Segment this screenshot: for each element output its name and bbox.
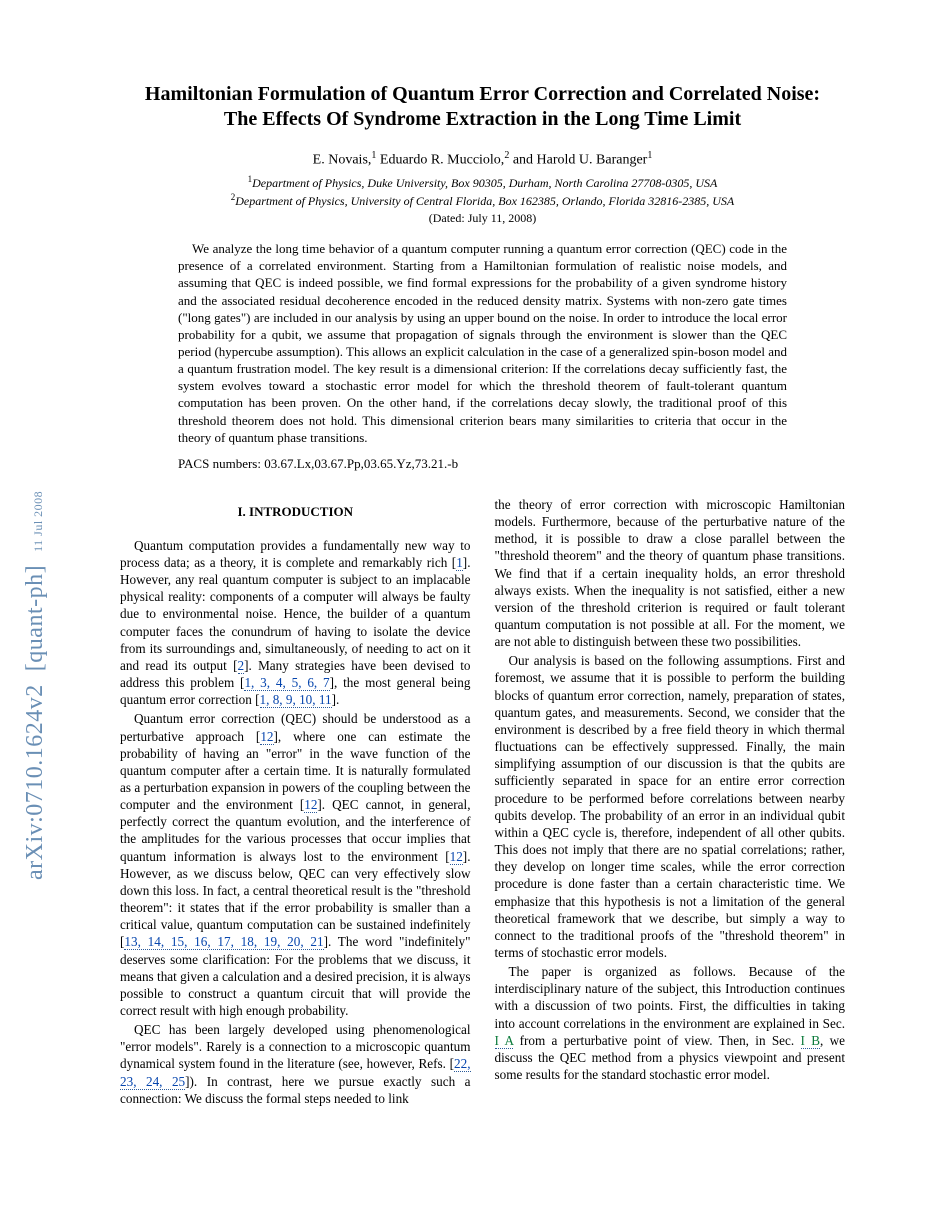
author-1: E. Novais, bbox=[313, 153, 372, 168]
paper-page: Hamiltonian Formulation of Quantum Error… bbox=[0, 0, 945, 1149]
title-line-1: Hamiltonian Formulation of Quantum Error… bbox=[145, 83, 820, 105]
author-2-affil: 2 bbox=[504, 150, 509, 161]
title-line-2: The Effects Of Syndrome Extraction in th… bbox=[224, 108, 741, 130]
paper-title: Hamiltonian Formulation of Quantum Error… bbox=[120, 82, 845, 132]
arxiv-id: arXiv:0710.1624v2 bbox=[22, 684, 48, 880]
arxiv-stamp: arXiv:0710.1624v2 [quant-ph] 11 Jul 2008 bbox=[22, 491, 49, 880]
body-columns: I. INTRODUCTION Quantum computation prov… bbox=[120, 496, 845, 1109]
affiliations: 1Department of Physics, Duke University,… bbox=[120, 173, 845, 209]
paper-date: (Dated: July 11, 2008) bbox=[120, 211, 845, 226]
cite-1[interactable]: 1 bbox=[456, 555, 463, 571]
cite-group-8[interactable]: 13, 14, 15, 16, 17, 18, 19, 20, 21 bbox=[124, 934, 323, 950]
author-1-affil: 1 bbox=[371, 150, 376, 161]
right-para-2: Our analysis is based on the following a… bbox=[495, 652, 846, 961]
author-2: Eduardo R. Mucciolo, bbox=[380, 153, 504, 168]
pacs-numbers: PACS numbers: 03.67.Lx,03.67.Pp,03.65.Yz… bbox=[178, 456, 787, 472]
cite-6[interactable]: 12 bbox=[304, 797, 317, 813]
arxiv-date: 11 Jul 2008 bbox=[31, 491, 45, 552]
cite-group-3[interactable]: 1, 3, 4, 5, 6, 7 bbox=[244, 675, 329, 691]
section-1-heading: I. INTRODUCTION bbox=[120, 504, 471, 521]
right-para-1: the theory of error correction with micr… bbox=[495, 496, 846, 650]
secref-1b[interactable]: I B bbox=[801, 1033, 821, 1049]
abstract: We analyze the long time behavior of a q… bbox=[178, 240, 787, 446]
left-para-2: Quantum error correction (QEC) should be… bbox=[120, 710, 471, 1019]
affil-2: Department of Physics, University of Cen… bbox=[235, 194, 734, 208]
affil-1: Department of Physics, Duke University, … bbox=[252, 176, 717, 190]
right-para-3: The paper is organized as follows. Becau… bbox=[495, 963, 846, 1083]
left-para-3: QEC has been largely developed using phe… bbox=[120, 1021, 471, 1107]
author-list: E. Novais,1 Eduardo R. Mucciolo,2 and Ha… bbox=[120, 150, 845, 169]
author-3: and Harold U. Baranger bbox=[513, 153, 648, 168]
secref-1a[interactable]: I A bbox=[495, 1033, 514, 1049]
author-3-affil: 1 bbox=[647, 150, 652, 161]
left-column: I. INTRODUCTION Quantum computation prov… bbox=[120, 496, 471, 1109]
cite-5[interactable]: 12 bbox=[260, 729, 273, 745]
right-column: the theory of error correction with micr… bbox=[495, 496, 846, 1109]
cite-7[interactable]: 12 bbox=[450, 849, 463, 865]
left-para-1: Quantum computation provides a fundament… bbox=[120, 537, 471, 709]
arxiv-category: [quant-ph] bbox=[22, 565, 48, 671]
cite-group-4[interactable]: 1, 8, 9, 10, 11 bbox=[260, 692, 332, 708]
abstract-text: We analyze the long time behavior of a q… bbox=[178, 240, 787, 446]
